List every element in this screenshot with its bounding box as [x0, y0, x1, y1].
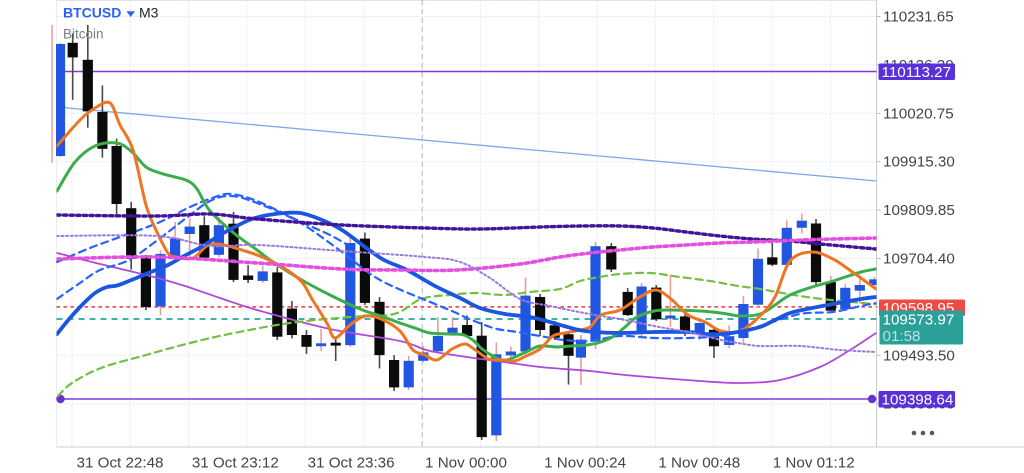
svg-text:1 Nov 00:00: 1 Nov 00:00: [425, 455, 507, 472]
svg-text:01:58: 01:58: [883, 328, 921, 345]
svg-text:109809.85: 109809.85: [883, 202, 955, 219]
svg-text:1 Nov 00:24: 1 Nov 00:24: [544, 455, 626, 472]
svg-text:109915.30: 109915.30: [883, 154, 955, 171]
svg-text:31 Oct 22:48: 31 Oct 22:48: [77, 455, 164, 472]
svg-text:31 Oct 23:12: 31 Oct 23:12: [192, 455, 279, 472]
svg-text:1 Nov 01:12: 1 Nov 01:12: [773, 455, 855, 472]
svg-text:110231.65: 110231.65: [883, 9, 954, 26]
svg-text:BTCUSD: BTCUSD: [63, 5, 121, 21]
svg-text:Bitcoin: Bitcoin: [63, 27, 104, 42]
svg-text:109704.40: 109704.40: [883, 251, 955, 268]
svg-text:1 Nov 00:48: 1 Nov 00:48: [658, 455, 740, 472]
svg-text:110020.75: 110020.75: [883, 105, 954, 122]
svg-text:109398.64: 109398.64: [882, 391, 954, 408]
svg-text:109573.97: 109573.97: [883, 312, 955, 329]
svg-text:109493.50: 109493.50: [883, 347, 955, 364]
svg-text:31 Oct 23:36: 31 Oct 23:36: [308, 455, 395, 472]
svg-text:110113.27: 110113.27: [882, 64, 952, 81]
svg-text:M3: M3: [139, 5, 159, 21]
